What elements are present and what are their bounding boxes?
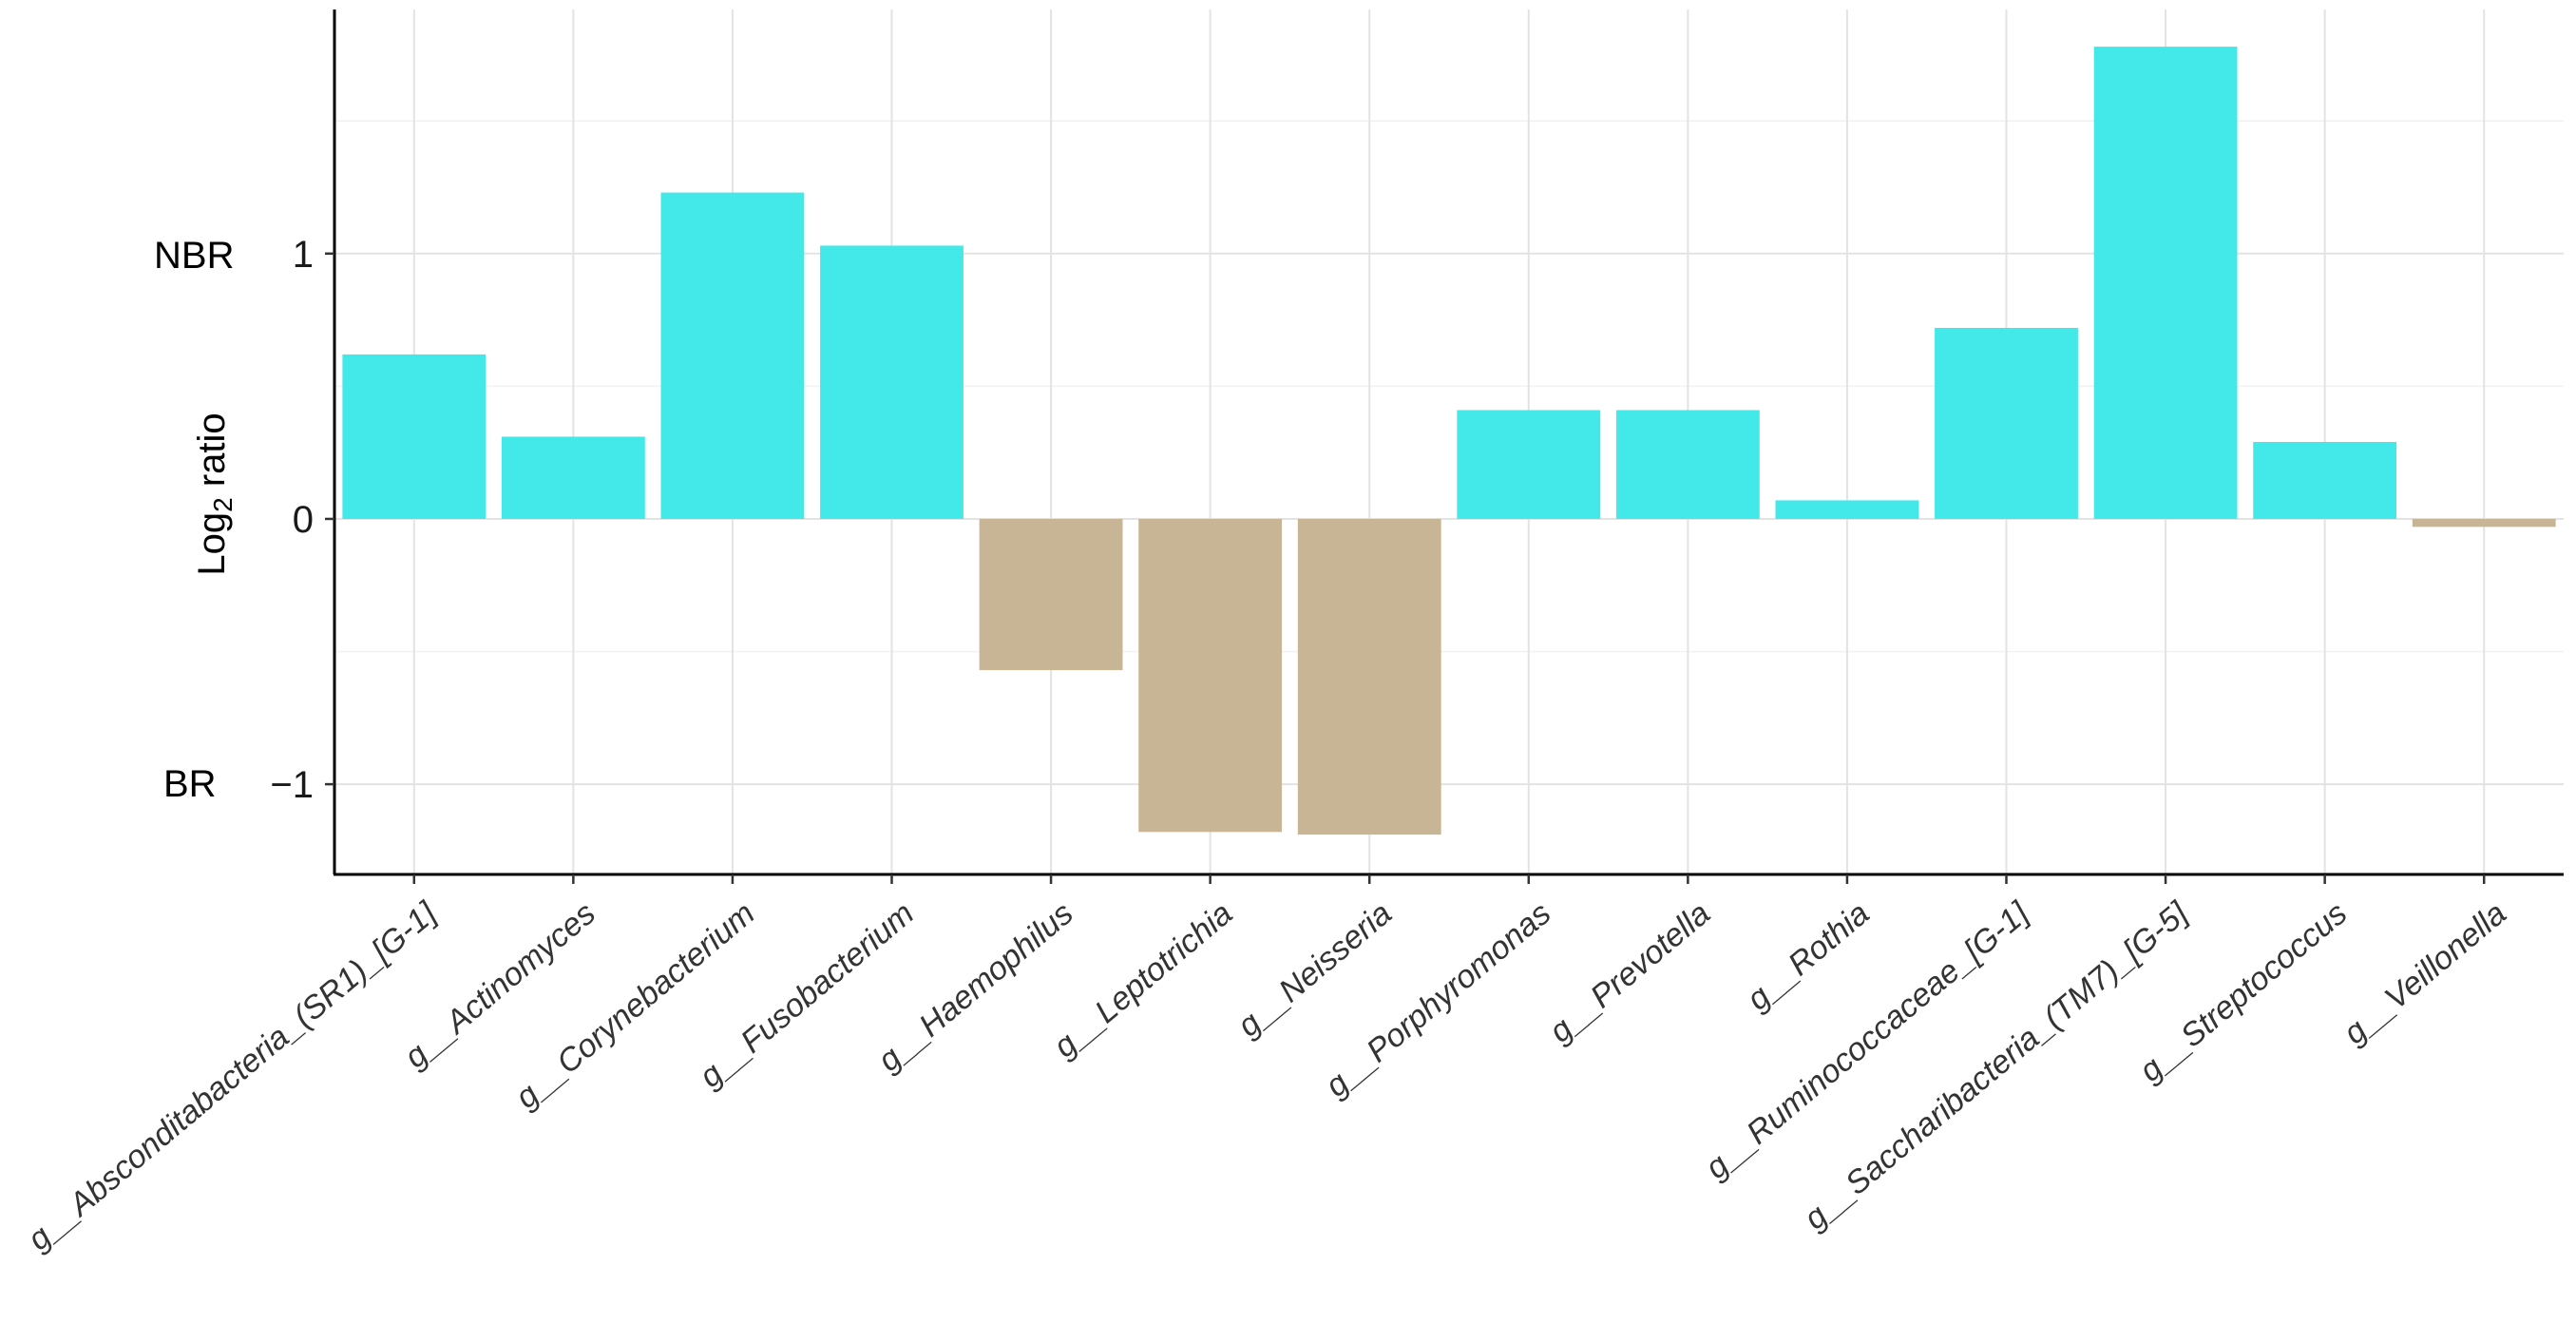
- y-axis-title: Log2 ratio: [191, 412, 238, 575]
- bar: [1775, 500, 1919, 519]
- y-tick-label: 1: [293, 234, 314, 276]
- bar: [979, 518, 1123, 671]
- x-tick-label: g__Rothia: [1740, 895, 1876, 1018]
- bar: [501, 436, 645, 519]
- bar: [1935, 327, 2078, 519]
- bar: [660, 192, 805, 519]
- bar: [1615, 410, 1760, 519]
- y-ticks: −1 0 1: [270, 234, 334, 806]
- x-tick-label: g__Veillonella: [2337, 895, 2513, 1051]
- bar: [1138, 518, 1283, 833]
- group-label-negative: BR: [163, 763, 217, 805]
- x-tick-labels: g__Absconditabacteria_(SR1)_[G-1]g__Acti…: [21, 874, 2513, 1257]
- x-tick-label: g__Neisseria: [1231, 895, 1398, 1045]
- y-axis-title-subscript: 2: [208, 497, 238, 512]
- bars: [342, 47, 2556, 835]
- y-tick-label: −1: [270, 764, 314, 806]
- bar: [820, 245, 964, 519]
- y-axis-title-main: Log: [191, 512, 233, 576]
- bar: [1457, 410, 1601, 519]
- bar: [342, 354, 487, 519]
- bar: [1297, 518, 1441, 835]
- x-tick-label: g__Absconditabacteria_(SR1)_[G-1]: [21, 894, 444, 1257]
- group-label-positive: NBR: [154, 235, 234, 277]
- axes: [333, 10, 2564, 876]
- x-tick-label: g__Prevotella: [1542, 895, 1717, 1050]
- y-axis-title-rest: ratio: [191, 412, 233, 497]
- bar: [2093, 47, 2238, 519]
- x-tick-label: g__Ruminococcaceae_[G-1]: [1699, 894, 2037, 1186]
- bar: [2253, 442, 2397, 519]
- bar: [2412, 518, 2556, 528]
- y-tick-label: 0: [293, 499, 314, 541]
